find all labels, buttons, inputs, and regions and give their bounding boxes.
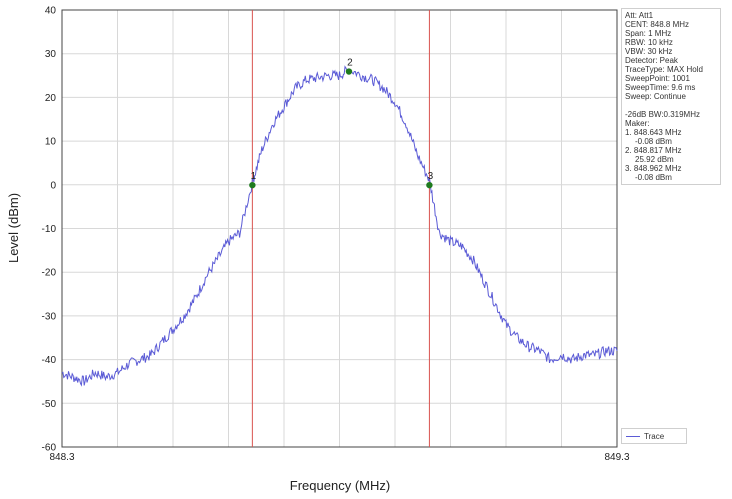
marker-info-line-2: 1. 848.643 MHz — [625, 128, 682, 137]
legend: Trace — [621, 428, 687, 444]
info-line-6: TraceType: MAX Hold — [625, 65, 703, 74]
settings-list: Att: Att1 CENT: 848.8 MHz Span: 1 MHz RBW: … — [625, 11, 717, 101]
plot-frame — [61, 9, 618, 448]
marker-points: 1 2 3 — [249, 58, 434, 189]
info-line-3: RBW: 10 kHz — [625, 38, 673, 47]
x-axis-title: Frequency (MHz) — [290, 478, 390, 493]
marker-info-line-7: -0.08 dBm — [635, 173, 672, 182]
info-spacer — [625, 101, 717, 110]
x-tick-label-0: 848.3 — [49, 452, 74, 463]
y-tick-label-4: 0 — [50, 180, 56, 191]
y-tick-label-5: -10 — [42, 224, 57, 235]
y-tick-label-7: -30 — [42, 311, 57, 322]
info-line-0: Att: Att1 — [625, 11, 654, 20]
marker-label-3: 3 — [428, 171, 434, 182]
y-tick-label-3: 10 — [45, 137, 57, 148]
marker-info-line-5: 25.92 dBm — [635, 155, 674, 164]
marker-label-1: 1 — [251, 171, 257, 182]
marker-info-line-3: -0.08 dBm — [635, 137, 672, 146]
marker-point-3 — [426, 181, 433, 189]
marker-info-line-0: -26dB BW:0.319MHz — [625, 110, 700, 119]
marker-point-1 — [249, 181, 256, 189]
y-axis-title: Level (dBm) — [6, 193, 21, 263]
legend-label: Trace — [644, 431, 665, 441]
legend-swatch — [626, 435, 640, 437]
marker-info-line-1: Maker: — [625, 119, 650, 128]
marker-label-2: 2 — [347, 58, 353, 69]
y-tick-label-0: 40 — [45, 6, 57, 17]
info-line-4: VBW: 30 kHz — [625, 47, 673, 56]
x-tick-label-1: 849.3 — [604, 452, 629, 463]
marker-point-2 — [345, 68, 353, 75]
marker-boundary-lines — [251, 10, 430, 447]
y-tick-label-1: 30 — [45, 49, 57, 60]
y-tick-label-10: -60 — [42, 443, 57, 454]
marker-info-line-4: 2. 848.817 MHz — [625, 146, 682, 155]
info-line-2: Span: 1 MHz — [625, 29, 672, 38]
trace-line — [61, 65, 618, 387]
info-line-5: Detector: Peak — [625, 56, 678, 65]
info-line-1: CENT: 848.8 MHz — [625, 20, 690, 29]
marker-info-line-6: 3. 848.962 MHz — [625, 164, 682, 173]
x-axis-ticks: 848.3 849.3 — [49, 452, 629, 463]
y-tick-label-2: 20 — [45, 93, 57, 104]
info-line-8: SweepTime: 9.6 ms — [625, 83, 696, 92]
y-axis-ticks: 40 30 20 10 0 -10 -20 -30 -40 -50 -60 — [42, 6, 57, 454]
info-line-7: SweepPoint: 1001 — [625, 74, 690, 83]
measurement-info-box: Att: Att1 CENT: 848.8 MHz Span: 1 MHz RBW: … — [621, 8, 721, 185]
y-tick-label-6: -20 — [42, 268, 57, 279]
info-line-9: Sweep: Continue — [625, 92, 686, 101]
y-tick-label-9: -50 — [42, 399, 57, 410]
y-tick-label-8: -40 — [42, 355, 57, 366]
marker-readout-list: -26dB BW:0.319MHz Maker: 1. 848.643 MHz -0… — [625, 110, 717, 182]
